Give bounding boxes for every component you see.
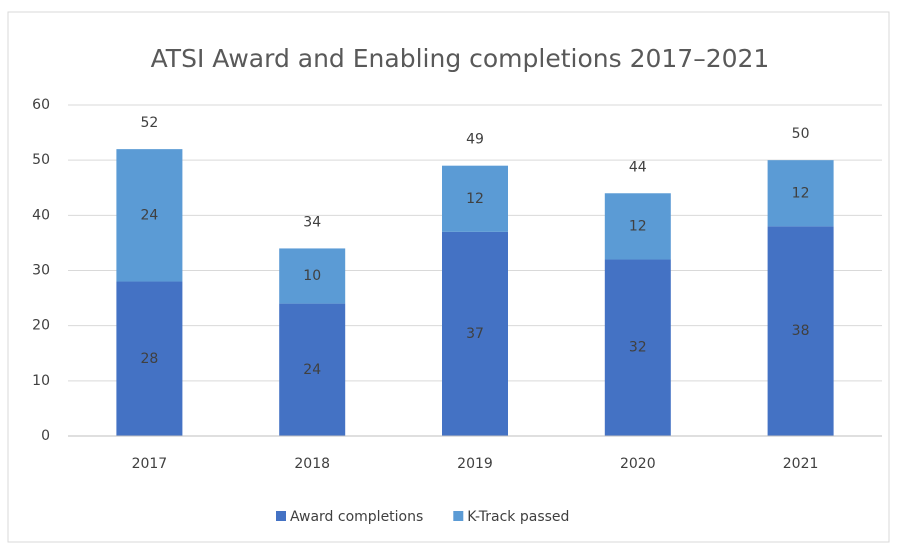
x-tick-label: 2020 — [620, 456, 656, 472]
chart-title: ATSI Award and Enabling completions 2017… — [151, 44, 770, 73]
x-tick-label: 2017 — [132, 456, 168, 472]
bar-segment — [279, 303, 346, 436]
legend-swatch — [276, 511, 286, 521]
legend-swatch — [453, 511, 464, 521]
bar-segment — [442, 231, 508, 436]
y-tick-label: 40 — [32, 207, 50, 223]
total-label: 50 — [792, 126, 810, 142]
data-label: 28 — [140, 351, 158, 367]
y-tick-label: 60 — [32, 97, 50, 113]
total-label: 44 — [629, 159, 647, 175]
x-tick-label: 2019 — [457, 456, 493, 472]
total-label: 49 — [466, 132, 484, 148]
y-tick-label: 0 — [41, 428, 50, 444]
x-tick-label: 2018 — [294, 456, 330, 472]
data-label: 32 — [629, 340, 647, 356]
total-label: 52 — [140, 115, 158, 131]
y-tick-label: 50 — [32, 152, 50, 168]
data-label: 10 — [303, 268, 321, 284]
bar-segment — [442, 165, 508, 232]
data-label: 12 — [466, 191, 484, 207]
data-label: 12 — [629, 218, 647, 234]
bar-segment — [604, 259, 671, 436]
bar-segment — [767, 226, 834, 436]
x-tick-label: 2021 — [783, 456, 819, 472]
bar-segment — [604, 193, 671, 260]
y-tick-label: 30 — [32, 263, 50, 279]
bar-segment — [767, 160, 834, 227]
bar-segment — [116, 281, 183, 436]
total-label: 34 — [303, 214, 321, 230]
bar-segment — [279, 248, 346, 304]
data-label: 37 — [466, 326, 484, 342]
data-label: 24 — [140, 207, 158, 223]
legend-label: Award completions — [290, 509, 423, 525]
y-tick-label: 20 — [32, 318, 50, 334]
data-label: 12 — [792, 185, 810, 201]
legend-label: K-Track passed — [467, 509, 569, 525]
y-tick-label: 10 — [32, 373, 50, 389]
data-label: 38 — [792, 323, 810, 339]
data-label: 24 — [303, 362, 321, 378]
bar-segment — [116, 149, 183, 282]
